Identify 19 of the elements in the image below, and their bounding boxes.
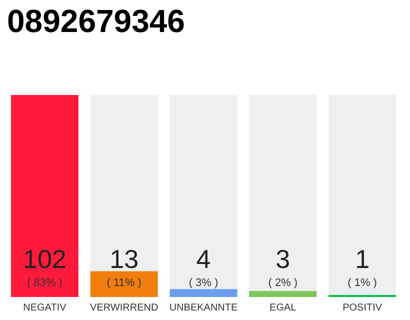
x-tick-label: POSITIV bbox=[342, 302, 382, 314]
x-tick-label: VERWIRREND bbox=[90, 302, 158, 314]
annotation: ( 2% ) bbox=[268, 277, 298, 289]
bar bbox=[249, 291, 317, 297]
x-tick-label: NEGATIV bbox=[23, 302, 67, 314]
annotation: ( 11% ) bbox=[106, 277, 142, 289]
annotation: ( 3% ) bbox=[188, 277, 218, 289]
data-label: 13 bbox=[110, 244, 139, 274]
x-tick-label: UNBEKANNTE bbox=[169, 302, 238, 314]
data-label: 1 bbox=[355, 244, 370, 274]
annotation: ( 1% ) bbox=[348, 277, 377, 289]
bar bbox=[170, 289, 238, 297]
data-label: 102 bbox=[23, 244, 66, 274]
x-tick-label: EGAL bbox=[270, 302, 297, 314]
chart-title: 0892679346 bbox=[7, 3, 185, 39]
bar bbox=[90, 271, 158, 297]
data-label: 3 bbox=[276, 244, 290, 274]
data-label: 4 bbox=[196, 244, 211, 274]
annotation: ( 83% ) bbox=[26, 277, 62, 289]
